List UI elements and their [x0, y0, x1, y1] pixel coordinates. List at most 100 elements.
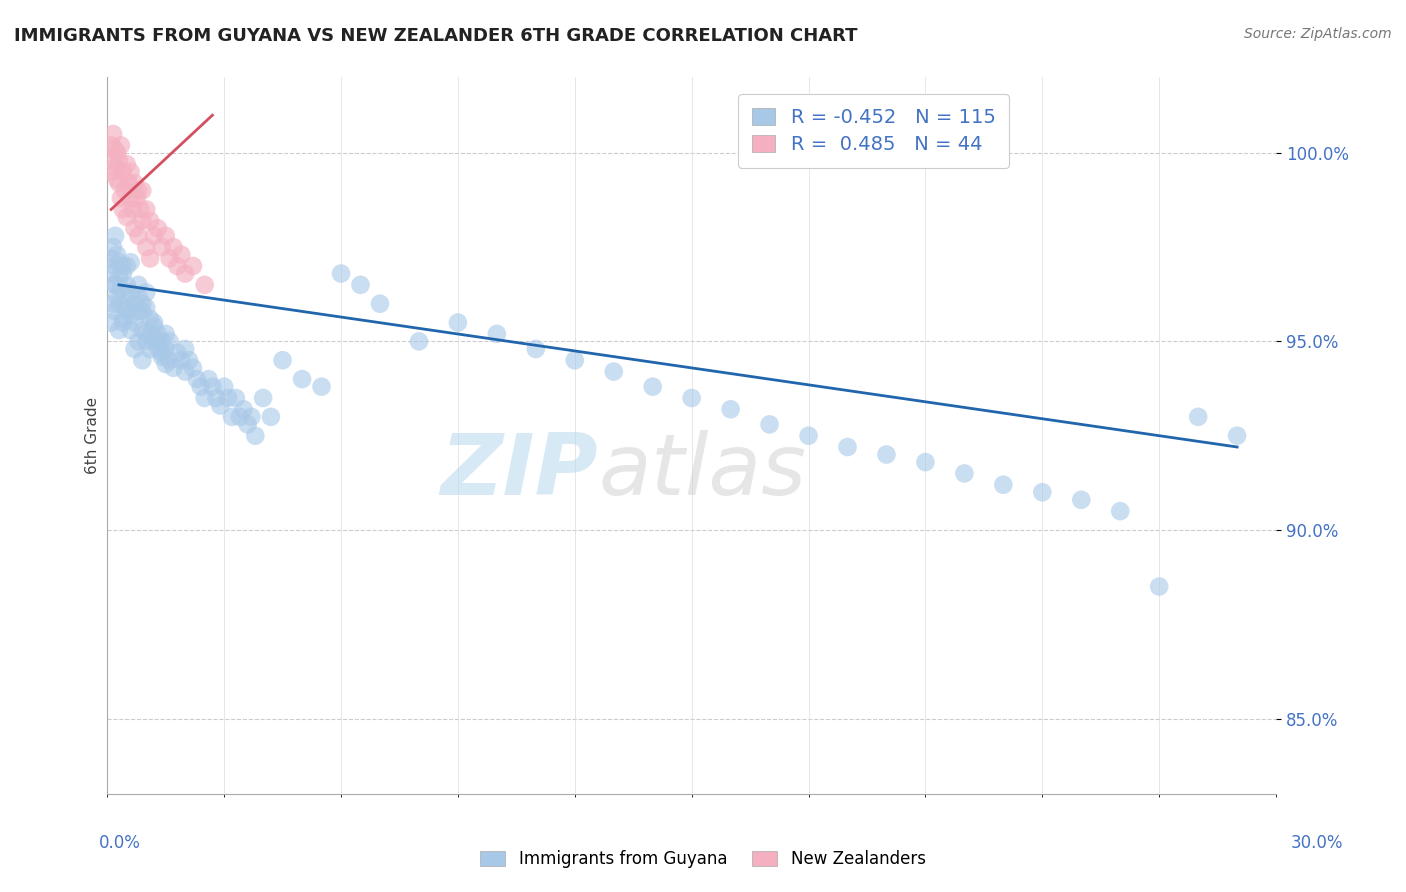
Point	[101, 296, 124, 310]
Point	[104, 277, 127, 292]
Point	[150, 350, 173, 364]
Point	[953, 467, 976, 481]
Y-axis label: 6th Grade: 6th Grade	[86, 397, 100, 475]
Point	[108, 255, 131, 269]
Point	[245, 428, 267, 442]
Point	[110, 138, 132, 153]
Point	[166, 259, 188, 273]
Point	[174, 267, 197, 281]
Point	[104, 161, 127, 175]
Point	[104, 259, 127, 273]
Point	[104, 304, 127, 318]
Point	[115, 289, 138, 303]
Point	[115, 304, 138, 318]
Point	[108, 323, 131, 337]
Point	[135, 326, 157, 341]
Point	[108, 270, 131, 285]
Point	[100, 252, 122, 266]
Point	[127, 228, 149, 243]
Point	[252, 391, 274, 405]
Text: ZIP: ZIP	[440, 430, 598, 513]
Point	[111, 267, 134, 281]
Point	[108, 176, 131, 190]
Point	[170, 248, 193, 262]
Point	[131, 304, 153, 318]
Point	[408, 334, 430, 349]
Point	[1070, 492, 1092, 507]
Point	[197, 372, 219, 386]
Point	[143, 228, 166, 243]
Point	[100, 165, 122, 179]
Point	[115, 157, 138, 171]
Point	[177, 353, 200, 368]
Point	[155, 342, 177, 356]
Point	[159, 353, 181, 368]
Point	[174, 365, 197, 379]
Point	[174, 342, 197, 356]
Point	[110, 282, 132, 296]
Point	[225, 391, 247, 405]
Point	[127, 289, 149, 303]
Point	[162, 240, 184, 254]
Point	[100, 316, 122, 330]
Point	[110, 191, 132, 205]
Point	[121, 202, 143, 217]
Point	[143, 319, 166, 334]
Point	[228, 409, 250, 424]
Point	[485, 326, 508, 341]
Point	[104, 142, 127, 156]
Point	[186, 372, 208, 386]
Point	[1147, 580, 1170, 594]
Point	[124, 316, 146, 330]
Point	[260, 409, 283, 424]
Point	[139, 342, 162, 356]
Point	[139, 311, 162, 326]
Point	[311, 379, 333, 393]
Point	[564, 353, 586, 368]
Point	[120, 255, 142, 269]
Point	[120, 308, 142, 322]
Point	[105, 145, 128, 160]
Point	[100, 267, 122, 281]
Point	[181, 360, 204, 375]
Point	[105, 248, 128, 262]
Point	[875, 448, 897, 462]
Point	[111, 316, 134, 330]
Point	[127, 277, 149, 292]
Point	[104, 228, 127, 243]
Point	[135, 285, 157, 300]
Point	[120, 191, 142, 205]
Point	[1226, 428, 1249, 442]
Point	[217, 391, 239, 405]
Legend: R = -0.452   N = 115, R =  0.485   N = 44: R = -0.452 N = 115, R = 0.485 N = 44	[738, 95, 1010, 168]
Point	[524, 342, 547, 356]
Point	[131, 213, 153, 227]
Point	[181, 259, 204, 273]
Point	[125, 191, 148, 205]
Point	[115, 301, 138, 315]
Point	[271, 353, 294, 368]
Point	[124, 176, 146, 190]
Point	[105, 172, 128, 186]
Legend: Immigrants from Guyana, New Zealanders: Immigrants from Guyana, New Zealanders	[474, 844, 932, 875]
Text: atlas: atlas	[598, 430, 806, 513]
Point	[221, 409, 243, 424]
Point	[641, 379, 664, 393]
Point	[127, 334, 149, 349]
Point	[115, 210, 138, 224]
Point	[150, 334, 173, 349]
Point	[240, 409, 263, 424]
Point	[124, 342, 146, 356]
Point	[232, 402, 254, 417]
Point	[212, 379, 235, 393]
Point	[115, 259, 138, 273]
Point	[127, 304, 149, 318]
Point	[194, 391, 217, 405]
Point	[101, 153, 124, 168]
Point	[914, 455, 936, 469]
Point	[146, 326, 169, 341]
Point	[115, 277, 138, 292]
Point	[1031, 485, 1053, 500]
Point	[159, 252, 181, 266]
Point	[155, 326, 177, 341]
